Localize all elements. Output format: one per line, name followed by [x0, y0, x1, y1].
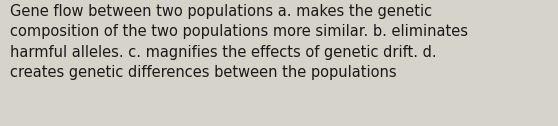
Text: Gene flow between two populations a. makes the genetic
composition of the two po: Gene flow between two populations a. mak… — [10, 4, 468, 80]
